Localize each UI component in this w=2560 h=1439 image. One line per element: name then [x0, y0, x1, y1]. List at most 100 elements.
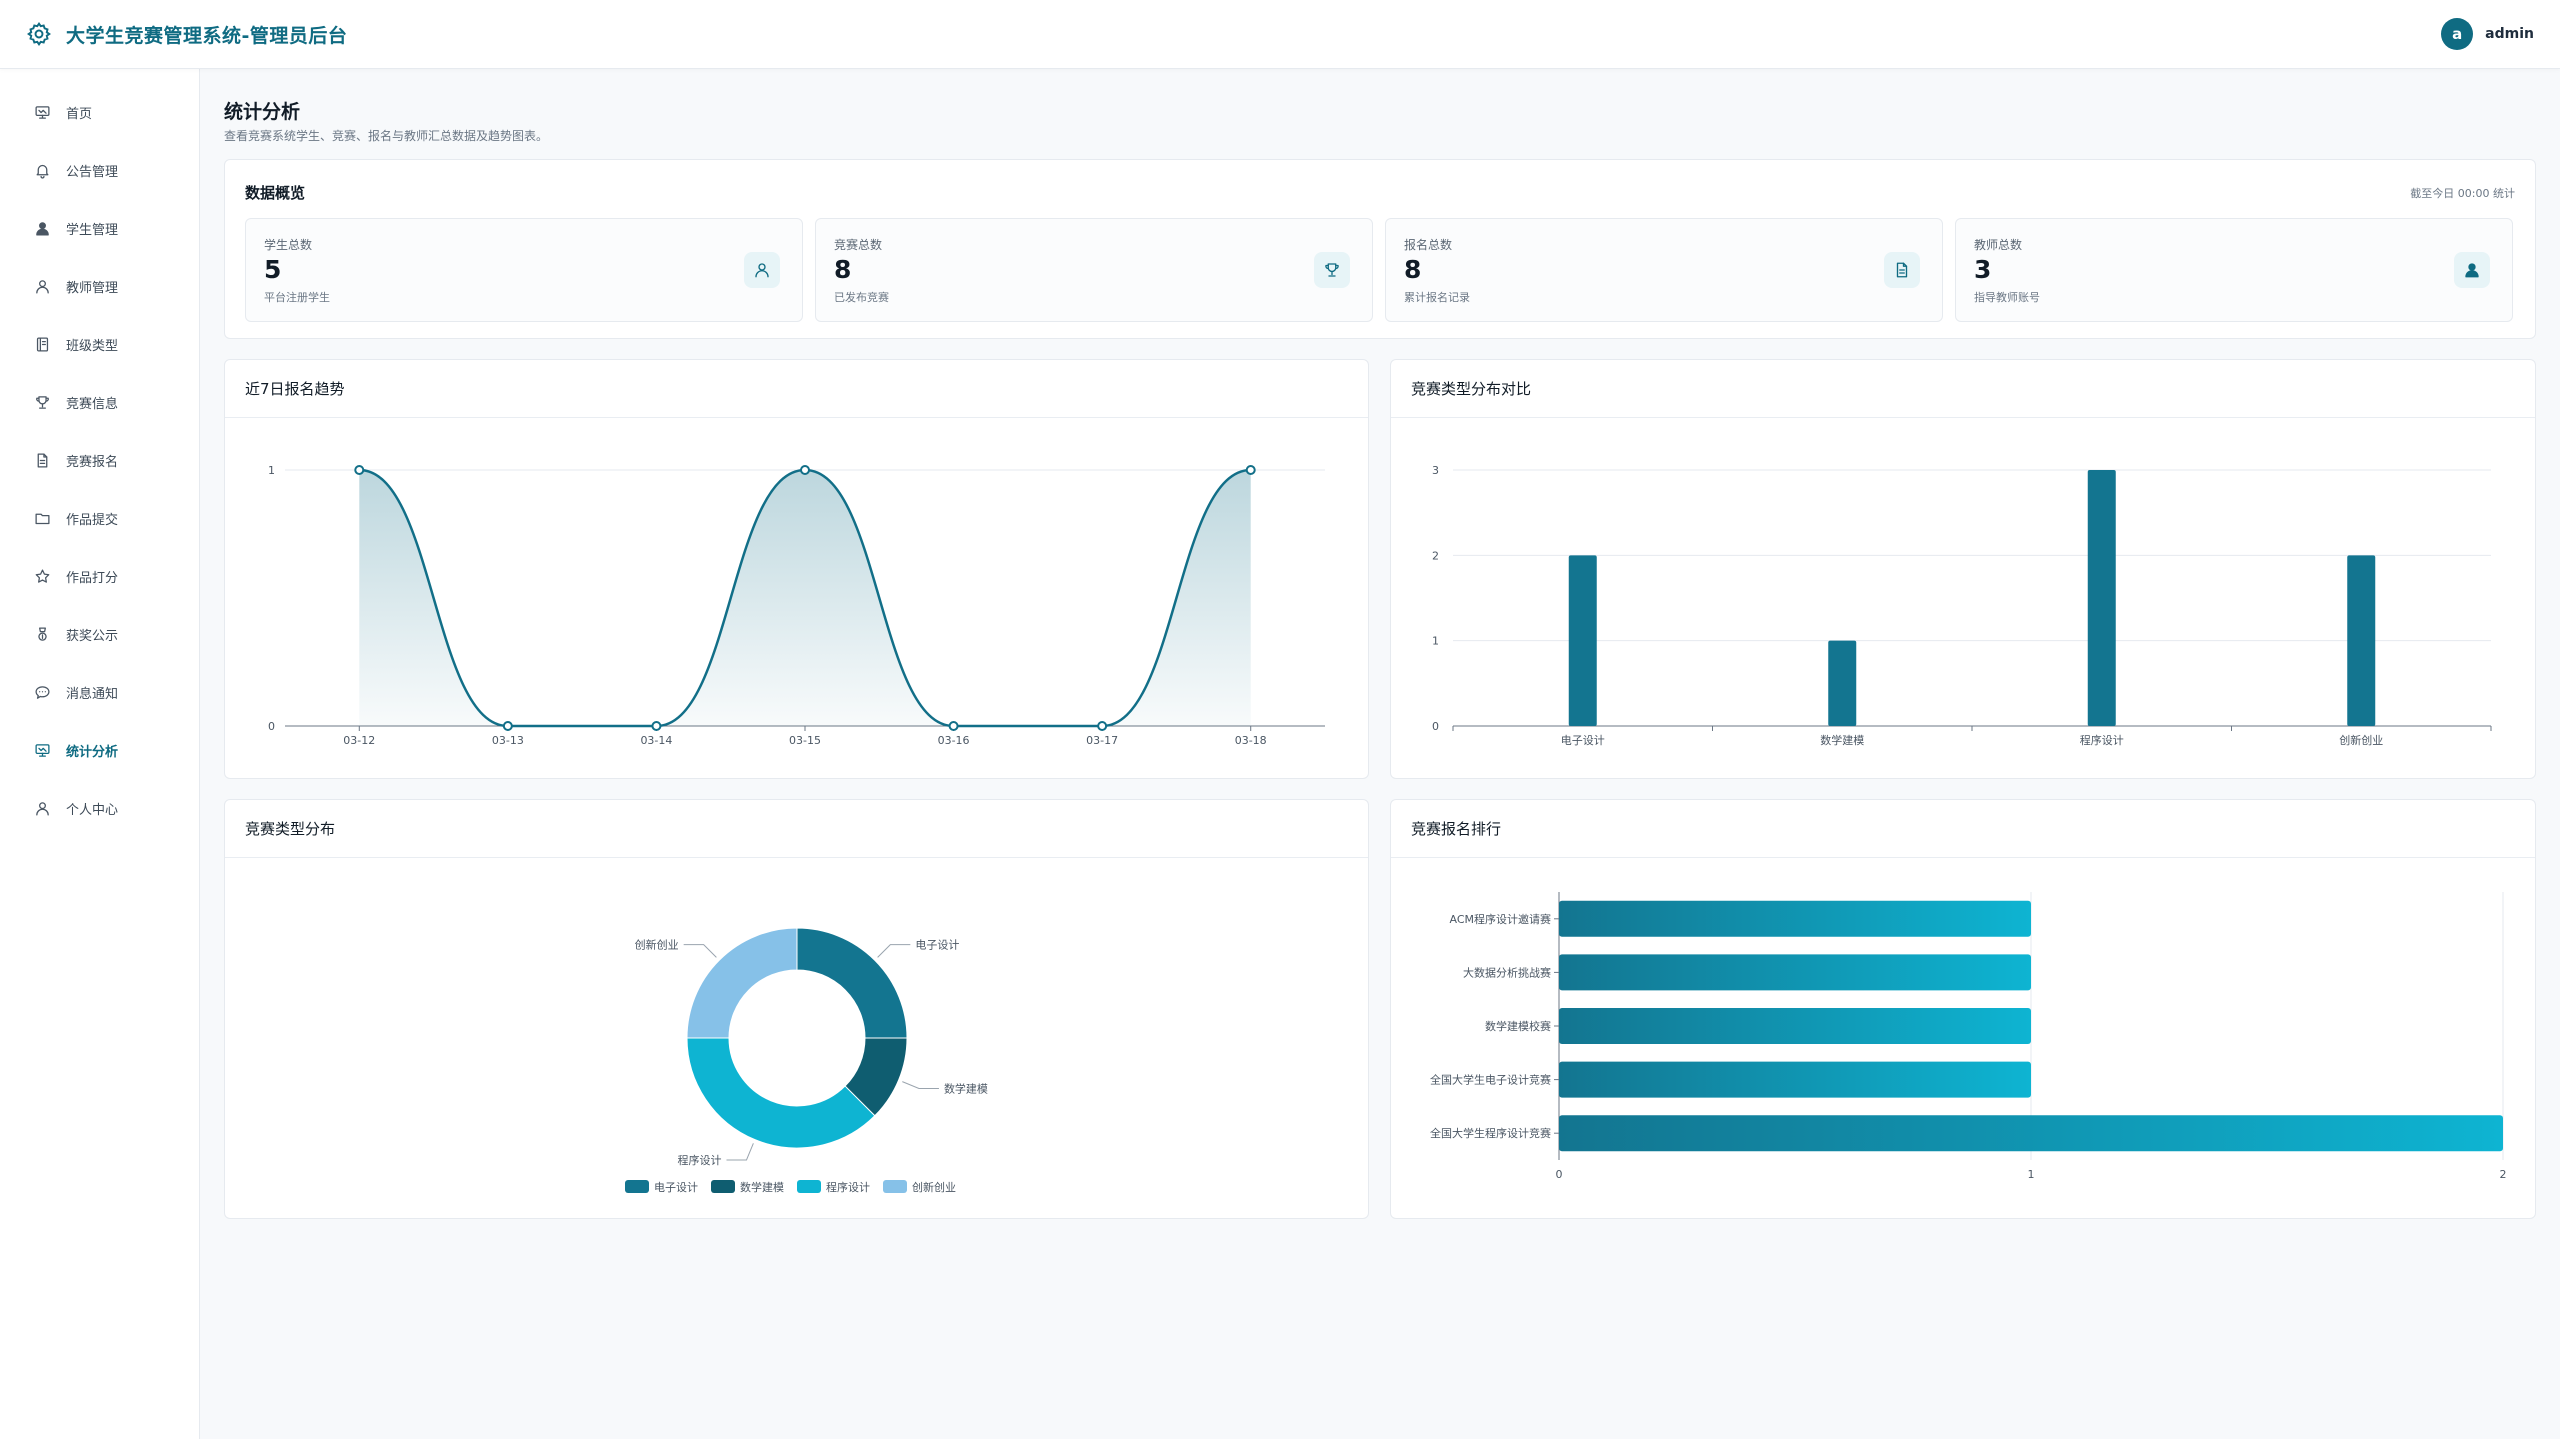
- user-name[interactable]: admin: [2485, 26, 2534, 42]
- sidebar-item-label: 消息通知: [66, 686, 119, 702]
- avatar[interactable]: a: [2441, 18, 2474, 50]
- rank-chart-title: 竞赛报名排行: [1391, 800, 2535, 858]
- stat-label: 报名总数: [1404, 238, 1453, 252]
- type-bar-chart-card: 竞赛类型分布对比 0 1 2 3 电子设计 数学建模 程序设计 创新创业: [1390, 359, 2536, 779]
- star-icon: [34, 568, 51, 585]
- sidebar-item[interactable]: 统计分析: [0, 721, 199, 779]
- top-header: 大学生竞赛管理系统-管理员后台 a admin: [0, 0, 2560, 69]
- stat-label: 教师总数: [1974, 238, 2023, 252]
- data-point: [1097, 721, 1108, 731]
- trend-chart: 0 1 03-12 03-13 03-14 03-15 03-16 03-17 03-18: [268, 464, 1325, 747]
- user-icon: [34, 278, 51, 295]
- bar: [2087, 470, 2116, 726]
- monitor-icon: [34, 104, 51, 121]
- user-filled-icon: [2454, 252, 2490, 288]
- type-bar-chart-title: 竞赛类型分布对比: [1391, 360, 2535, 418]
- sidebar-item-label: 学生管理: [66, 222, 119, 238]
- sidebar-item-label: 作品提交: [66, 512, 119, 528]
- stat-value: 8: [834, 255, 852, 284]
- y-tick-label: 2: [1432, 549, 1439, 562]
- stat-card: 报名总数 8 累计报名记录: [1385, 218, 1943, 322]
- data-point: [1245, 465, 1256, 475]
- app-title: 大学生竞赛管理系统-管理员后台: [66, 24, 348, 47]
- y-tick-label: 全国大学生程序设计竞赛: [1430, 1126, 1551, 1140]
- y-tick-label: 1: [268, 464, 275, 477]
- data-point: [354, 465, 365, 475]
- x-tick-label: 数学建模: [1820, 733, 1864, 747]
- document-icon: [34, 452, 51, 469]
- trend-chart-title: 近7日报名趋势: [225, 360, 1368, 418]
- x-tick-label: 程序设计: [2080, 733, 2124, 747]
- pie-label: 数学建模: [944, 1082, 988, 1096]
- overview-title: 数据概览: [245, 184, 306, 202]
- stat-label: 竞赛总数: [834, 238, 883, 252]
- pie-leader-line: [683, 944, 717, 958]
- bar: [1559, 900, 2031, 937]
- sidebar-item[interactable]: 首页: [0, 83, 199, 141]
- chat-icon: [34, 684, 51, 701]
- sidebar-item[interactable]: 作品提交: [0, 489, 199, 547]
- pie-label: 电子设计: [915, 939, 959, 952]
- stat-subtitle: 累计报名记录: [1404, 291, 1470, 304]
- data-point: [948, 721, 959, 731]
- y-tick-label: 全国大学生电子设计竞赛: [1430, 1073, 1551, 1087]
- stat-card: 教师总数 3 指导教师账号: [1955, 218, 2513, 322]
- y-tick-label: 0: [1432, 720, 1439, 733]
- stat-subtitle: 平台注册学生: [264, 291, 330, 304]
- sidebar-item[interactable]: 个人中心: [0, 779, 199, 837]
- monitor-icon: [34, 742, 51, 759]
- bar: [1828, 640, 1857, 726]
- sidebar-item[interactable]: 公告管理: [0, 141, 199, 199]
- bar: [2347, 555, 2376, 726]
- sidebar: 首页公告管理学生管理教师管理班级类型竞赛信息竞赛报名作品提交作品打分获奖公示消息…: [0, 69, 200, 1439]
- sidebar-item-label: 作品打分: [66, 570, 119, 586]
- bar: [1568, 555, 1597, 726]
- sidebar-item-label: 统计分析: [66, 744, 119, 760]
- stat-label: 学生总数: [264, 238, 313, 252]
- sidebar-item-label: 公告管理: [66, 164, 119, 180]
- sidebar-item[interactable]: 消息通知: [0, 663, 199, 721]
- stat-card: 竞赛总数 8 已发布竞赛: [815, 218, 1373, 322]
- sidebar-item[interactable]: 学生管理: [0, 199, 199, 257]
- document-icon: [1884, 252, 1920, 288]
- user-icon: [744, 252, 780, 288]
- type-pie-chart-card: 竞赛类型分布 电子设计 数学建模 程序设计 创新创业 电子设计 数学建模 程序设计 创新创业: [224, 799, 1369, 1219]
- pie-label: 创新创业: [635, 938, 679, 952]
- x-tick-label: 电子设计: [1561, 734, 1605, 747]
- rank-chart-card: 竞赛报名排行 0 1 2 ACM程序设计邀请赛 大数据分析挑战赛 数学建模校赛 全国大学生电…: [1390, 799, 2536, 1219]
- stat-subtitle: 已发布竞赛: [834, 291, 889, 304]
- pie-leader-line: [902, 1081, 939, 1090]
- y-tick-label: 数学建模校赛: [1485, 1019, 1551, 1033]
- sidebar-item-label: 首页: [66, 106, 93, 122]
- overview-note: 截至今日 00:00 统计: [2410, 187, 2515, 200]
- data-point: [651, 721, 662, 731]
- data-point: [502, 721, 513, 731]
- type-bar-chart: 0 1 2 3 电子设计 数学建模 程序设计 创新创业: [1432, 464, 2492, 747]
- x-tick-label: 03-18: [1235, 734, 1267, 747]
- sidebar-item[interactable]: 班级类型: [0, 315, 199, 373]
- user-menu[interactable]: a admin: [2441, 18, 2534, 50]
- notebook-icon: [34, 336, 51, 353]
- sidebar-item-label: 竞赛信息: [66, 396, 119, 412]
- folder-icon: [34, 510, 51, 527]
- legend-swatch: [625, 1180, 649, 1193]
- pie-leader-line: [726, 1143, 754, 1161]
- stat-value: 5: [264, 255, 282, 284]
- sidebar-item-label: 教师管理: [66, 280, 119, 296]
- stat-value: 3: [1974, 255, 1992, 284]
- page-description: 查看竞赛系统学生、竞赛、报名与教师汇总数据及趋势图表。: [224, 129, 549, 143]
- sidebar-item[interactable]: 获奖公示: [0, 605, 199, 663]
- sidebar-item[interactable]: 教师管理: [0, 257, 199, 315]
- x-tick-label: 1: [2028, 1168, 2035, 1181]
- sidebar-item[interactable]: 竞赛报名: [0, 431, 199, 489]
- sidebar-item[interactable]: 竞赛信息: [0, 373, 199, 431]
- pie-label: 程序设计: [677, 1153, 721, 1167]
- legend-label: 数学建模: [740, 1180, 784, 1194]
- x-tick-label: 2: [2500, 1168, 2507, 1181]
- rank-chart: 0 1 2 ACM程序设计邀请赛大数据分析挑战赛数学建模校赛全国大学生电子设计竞赛全国…: [1430, 892, 2507, 1181]
- sidebar-item[interactable]: 作品打分: [0, 547, 199, 605]
- user-icon: [34, 800, 51, 817]
- bar: [1559, 1008, 2031, 1044]
- sidebar-item-label: 获奖公示: [66, 628, 119, 644]
